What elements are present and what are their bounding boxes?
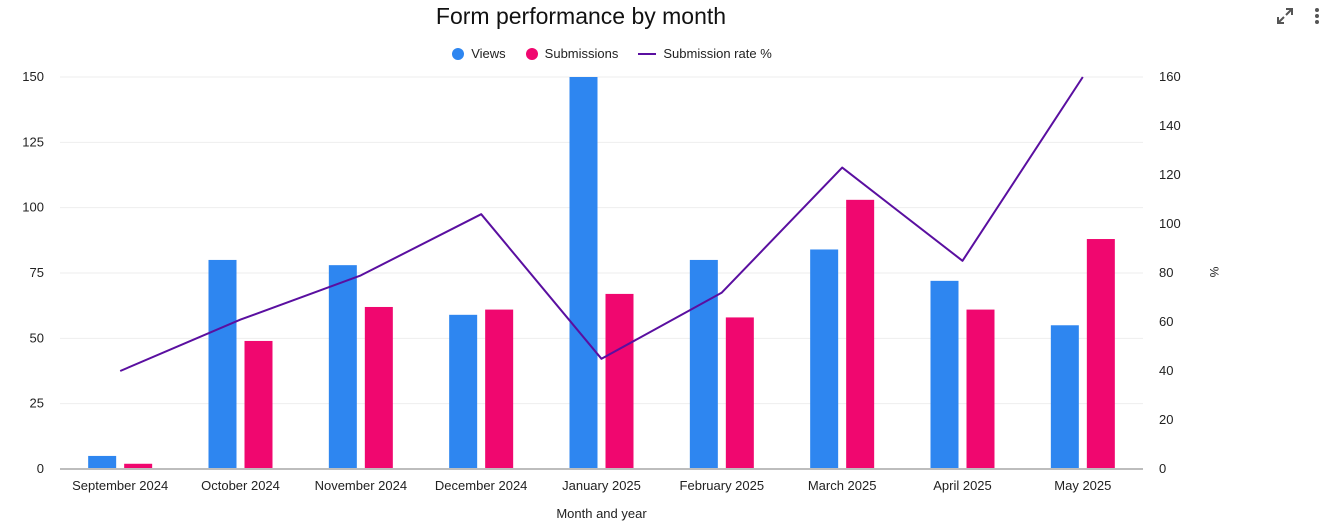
bar-submissions bbox=[244, 340, 273, 469]
y-tick-label: 150 bbox=[22, 69, 44, 84]
bar-submissions bbox=[485, 309, 514, 469]
bar-submissions bbox=[725, 317, 754, 469]
bar-views bbox=[930, 280, 959, 469]
x-tick-label: April 2025 bbox=[933, 478, 992, 493]
y-tick-label: 50 bbox=[30, 330, 44, 345]
bar-views bbox=[449, 314, 478, 469]
chart-legend: Views Submissions Submission rate % bbox=[0, 46, 1224, 61]
x-tick-label: May 2025 bbox=[1054, 478, 1111, 493]
y2-tick-label: 100 bbox=[1159, 216, 1181, 231]
y2-tick-label: 80 bbox=[1159, 265, 1173, 280]
legend-label-submissions: Submissions bbox=[544, 46, 619, 61]
y2-tick-label: 0 bbox=[1159, 461, 1166, 476]
legend-swatch-submissions bbox=[525, 47, 538, 60]
bar-submissions bbox=[124, 463, 153, 469]
y2-tick-label: 40 bbox=[1159, 363, 1173, 378]
legend-swatch-views bbox=[452, 47, 465, 60]
line-submission-rate bbox=[119, 76, 1084, 372]
more-vertical-icon[interactable] bbox=[1307, 6, 1327, 26]
y2-tick-label: 120 bbox=[1159, 167, 1181, 182]
x-axis-title: Month and year bbox=[556, 506, 647, 521]
y2-tick-label: 60 bbox=[1159, 314, 1173, 329]
y-tick-label: 125 bbox=[22, 134, 44, 149]
y2-tick-label: 160 bbox=[1159, 69, 1181, 84]
legend-label-views: Views bbox=[471, 46, 506, 61]
bar-submissions bbox=[966, 309, 995, 469]
chart-title: Form performance by month bbox=[435, 3, 727, 29]
y-tick-label: 100 bbox=[22, 200, 44, 215]
expand-icon[interactable] bbox=[1275, 6, 1295, 26]
x-tick-label: November 2024 bbox=[315, 478, 408, 493]
y-tick-label: 75 bbox=[30, 265, 44, 280]
bar-submissions bbox=[364, 306, 393, 469]
x-tick-label: September 2024 bbox=[72, 478, 168, 493]
bar-submissions bbox=[846, 199, 875, 469]
bar-submissions bbox=[605, 293, 634, 469]
legend-item-views[interactable]: Views bbox=[452, 46, 506, 61]
x-tick-label: February 2025 bbox=[680, 478, 765, 493]
bar-views bbox=[689, 259, 718, 469]
y2-tick-label: 20 bbox=[1159, 412, 1173, 427]
x-tick-label: December 2024 bbox=[435, 478, 528, 493]
y-tick-label: 0 bbox=[37, 461, 44, 476]
y-tick-label: 25 bbox=[30, 396, 44, 411]
bar-submissions bbox=[1086, 239, 1115, 469]
legend-swatch-submission-rate bbox=[638, 52, 657, 55]
chart-toolbar bbox=[1275, 6, 1327, 26]
bar-views bbox=[810, 249, 839, 469]
legend-item-submission-rate[interactable]: Submission rate % bbox=[638, 46, 772, 61]
bar-views bbox=[328, 265, 357, 469]
x-tick-label: October 2024 bbox=[201, 478, 280, 493]
bar-views bbox=[569, 77, 598, 469]
bar-views bbox=[88, 455, 117, 469]
bar-views bbox=[208, 259, 237, 469]
y2-axis-title: % bbox=[1207, 267, 1221, 278]
legend-label-submission-rate: Submission rate % bbox=[663, 46, 772, 61]
y2-tick-label: 140 bbox=[1159, 118, 1181, 133]
legend-item-submissions[interactable]: Submissions bbox=[525, 46, 619, 61]
x-tick-label: March 2025 bbox=[808, 478, 877, 493]
x-tick-label: January 2025 bbox=[562, 478, 641, 493]
bar-views bbox=[1050, 325, 1079, 469]
